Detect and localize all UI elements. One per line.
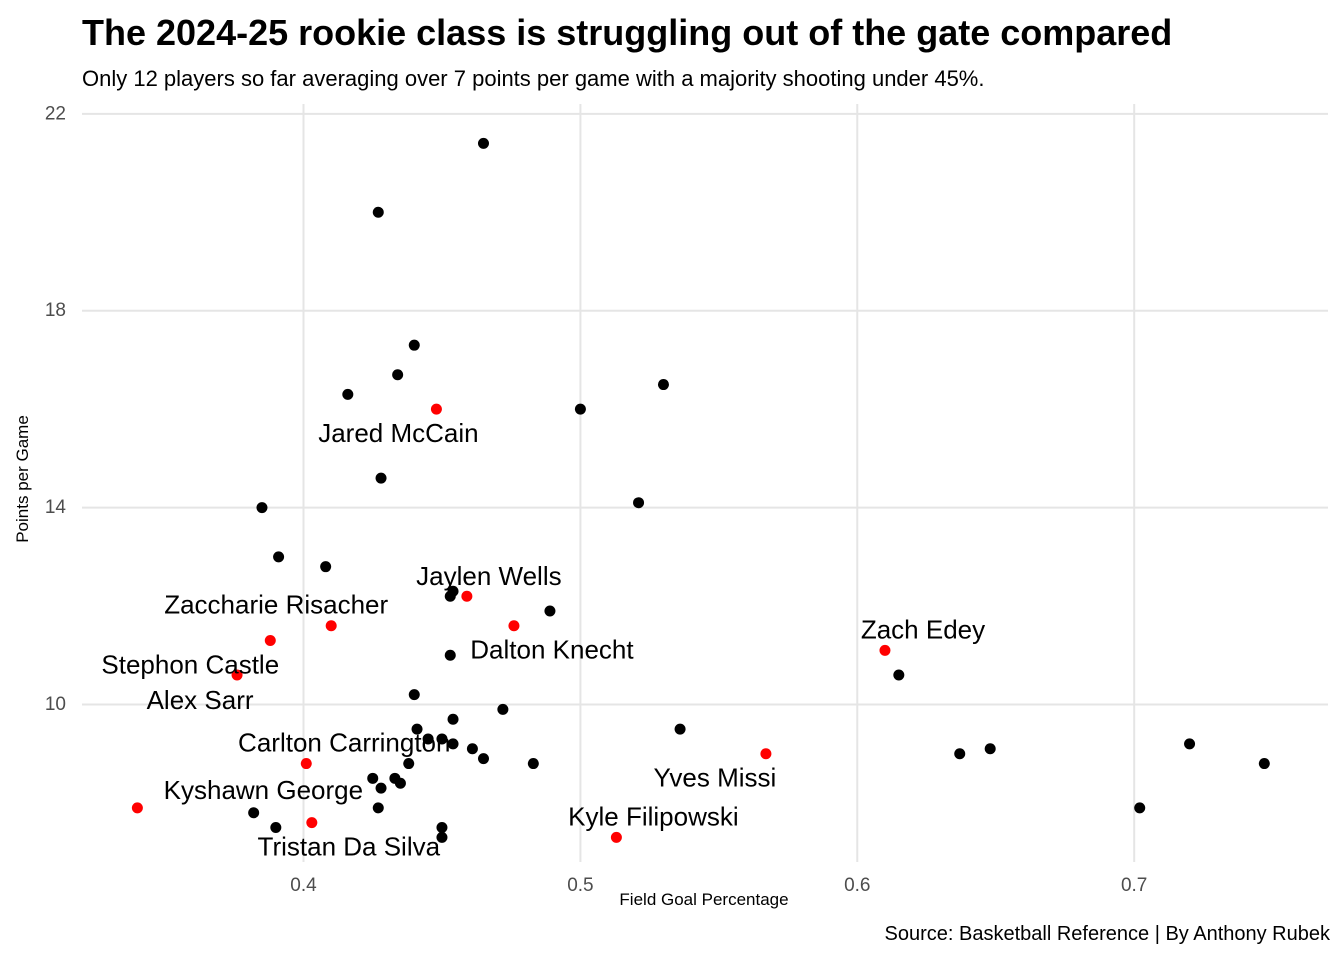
data-point <box>527 758 539 770</box>
data-point <box>1184 738 1196 750</box>
x-tick-label: 0.5 <box>567 875 593 896</box>
highlighted-point <box>264 635 276 647</box>
point-label: Dalton Knecht <box>470 635 634 665</box>
data-points <box>131 137 1270 843</box>
data-point <box>392 369 404 381</box>
highlighted-point <box>610 831 622 843</box>
y-tick-label: 22 <box>45 103 66 124</box>
point-label: Yves Missi <box>654 763 777 793</box>
grid-lines <box>82 104 1328 862</box>
data-point <box>372 802 384 814</box>
point-label: Kyle Filipowski <box>568 801 739 831</box>
data-point <box>1134 802 1146 814</box>
axis-ticks: 0.4 0.5 0.6 0.7 10 14 18 22 <box>45 103 1148 895</box>
x-tick-label: 0.6 <box>844 875 870 896</box>
data-point <box>477 753 489 765</box>
x-tick-label: 0.4 <box>290 875 317 896</box>
point-labels: Jared McCain Jaylen Wells Zaccharie Risach… <box>101 418 985 861</box>
data-point <box>375 782 387 794</box>
highlighted-point <box>430 403 442 415</box>
data-point <box>422 733 434 745</box>
highlighted-point <box>879 644 891 656</box>
highlighted-point <box>461 590 473 602</box>
data-point <box>436 733 448 745</box>
data-point <box>342 388 354 400</box>
data-point <box>477 137 489 149</box>
highlighted-point <box>300 758 312 770</box>
data-point <box>273 551 285 563</box>
y-tick-label: 10 <box>45 694 66 715</box>
data-point <box>497 703 509 715</box>
point-label: Zaccharie Risacher <box>164 590 388 620</box>
y-axis-title: Points per Game <box>13 415 32 543</box>
point-label: Alex Sarr <box>147 685 254 715</box>
data-point <box>436 831 448 843</box>
data-point <box>633 497 645 509</box>
data-point <box>447 738 459 750</box>
data-point <box>444 649 456 661</box>
data-point <box>444 590 456 602</box>
chart-subtitle: Only 12 players so far averaging over 7 … <box>82 66 985 91</box>
chart-title: The 2024-25 rookie class is struggling o… <box>82 12 1173 53</box>
data-point <box>248 807 260 819</box>
y-tick-label: 18 <box>45 300 66 321</box>
data-point <box>447 713 459 725</box>
point-label: Tristan Da Silva <box>258 832 441 862</box>
highlighted-point <box>131 802 143 814</box>
data-point <box>403 758 415 770</box>
data-point <box>984 743 996 755</box>
data-point <box>893 669 905 681</box>
highlighted-point <box>508 620 520 632</box>
data-point <box>408 689 420 701</box>
point-label: Kyshawn George <box>164 775 363 805</box>
highlighted-point <box>760 748 772 760</box>
data-point <box>1258 758 1270 770</box>
y-tick-label: 14 <box>45 497 67 518</box>
data-point <box>544 605 556 617</box>
data-point <box>657 379 669 391</box>
highlighted-point <box>231 669 243 681</box>
data-point <box>954 748 966 760</box>
data-point <box>375 472 387 484</box>
point-label: Jared McCain <box>318 418 478 448</box>
data-point <box>256 502 268 514</box>
data-point <box>411 723 423 735</box>
x-tick-label: 0.7 <box>1121 875 1147 896</box>
highlighted-point <box>306 817 318 829</box>
point-label: Stephon Castle <box>101 650 279 680</box>
data-point <box>320 561 332 573</box>
x-axis-title: Field Goal Percentage <box>619 890 788 909</box>
data-point <box>674 723 686 735</box>
data-point <box>367 772 379 784</box>
data-point <box>574 403 586 415</box>
data-point <box>372 206 384 218</box>
point-label: Zach Edey <box>861 614 985 644</box>
point-label: Jaylen Wells <box>416 561 561 591</box>
highlighted-point <box>325 620 337 632</box>
source-caption: Source: Basketball Reference | By Anthon… <box>884 923 1330 945</box>
data-point <box>466 743 478 755</box>
data-point <box>436 822 448 834</box>
data-point <box>270 822 282 834</box>
data-point <box>394 777 406 789</box>
point-label: Carlton Carrington <box>238 728 450 758</box>
data-point <box>408 339 420 351</box>
